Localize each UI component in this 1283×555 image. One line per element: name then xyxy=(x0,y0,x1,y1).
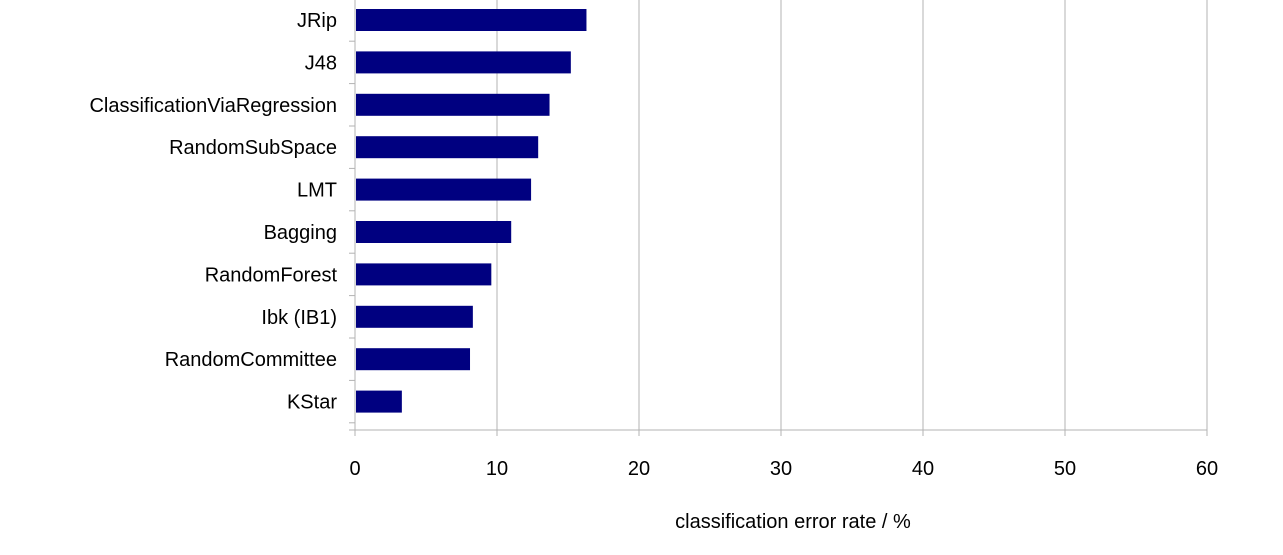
x-tick-label: 10 xyxy=(486,458,508,480)
bar-bagging xyxy=(356,221,512,243)
bar-randomcommittee xyxy=(356,348,471,371)
category-label: RandomCommittee xyxy=(165,349,337,371)
bar-ibk-ib1 xyxy=(356,305,473,328)
x-tick-label: 0 xyxy=(349,458,360,480)
category-label: KStar xyxy=(287,392,337,414)
bars xyxy=(356,9,587,413)
labels: 0 10 20 30 40 50 60 JRip J48 ClassificationViaReg… xyxy=(89,10,1218,480)
category-label: RandomForest xyxy=(205,264,338,286)
category-label: Bagging xyxy=(264,222,337,244)
x-tick-label: 50 xyxy=(1054,458,1076,480)
x-tick-label: 20 xyxy=(628,458,650,480)
category-label: JRip xyxy=(297,10,337,32)
category-label: RandomSubSpace xyxy=(169,137,337,159)
x-tick-label: 30 xyxy=(770,458,792,480)
x-tick-label: 40 xyxy=(912,458,934,480)
bar-kstar xyxy=(356,390,402,413)
category-label: J48 xyxy=(305,52,337,74)
bar-jrip xyxy=(356,9,587,31)
category-label: LMT xyxy=(297,180,337,202)
bar-classificationviaregression xyxy=(356,93,550,116)
x-tick-label: 60 xyxy=(1196,458,1218,480)
category-label: Ibk (IB1) xyxy=(261,307,337,329)
bar-randomsubspace xyxy=(356,136,539,159)
category-label: ClassificationViaRegression xyxy=(89,95,337,117)
bar-randomforest xyxy=(356,263,492,286)
axes xyxy=(349,0,1208,436)
bar-j48 xyxy=(356,51,571,74)
x-axis-title: classification error rate / % xyxy=(675,511,911,533)
gridlines xyxy=(496,0,1208,430)
bar-lmt xyxy=(356,178,532,201)
